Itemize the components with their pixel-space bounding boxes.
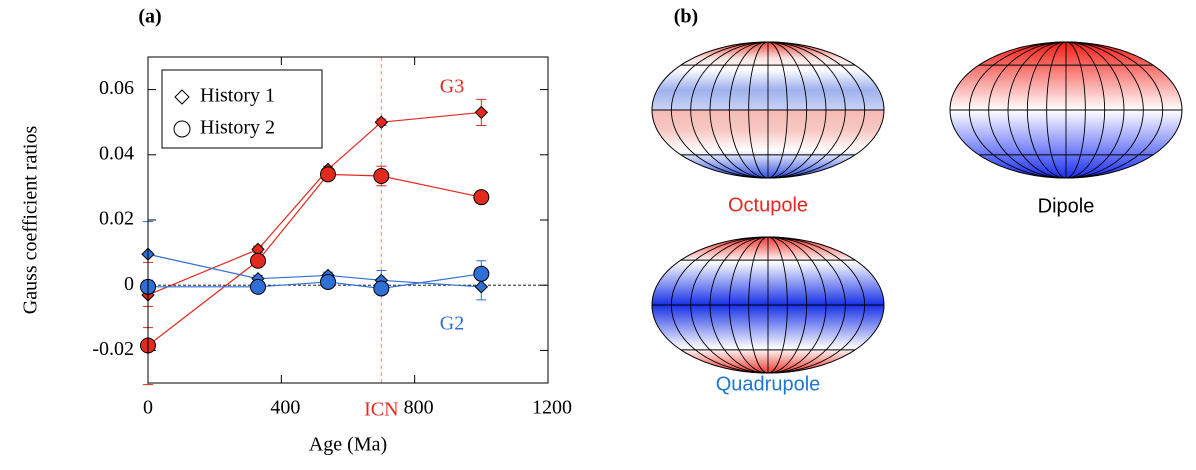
series-label: G3 <box>440 76 464 98</box>
plot: -0.02 0 0.02 0.04 0.06 0 400 800 1200 ICN G3 G2 Hist… <box>92 56 572 421</box>
point <box>250 278 266 295</box>
maps: Octupole Dipole Quadrupole <box>651 41 1183 395</box>
y-tick-label: 0 <box>124 273 134 295</box>
point <box>320 166 336 183</box>
panel-label: (a) <box>138 6 161 28</box>
point <box>373 167 390 184</box>
series-line <box>147 173 482 346</box>
y-axis-label: Gauss coefficient ratios <box>20 126 42 315</box>
x-tick-label: 1200 <box>532 397 572 419</box>
x-tick-label: 800 <box>404 397 434 419</box>
map-label: Quadrupole <box>716 373 821 395</box>
x-axis-label: Age (Ma) <box>309 434 387 456</box>
series <box>140 221 490 301</box>
panel-label: (b) <box>674 6 698 28</box>
x-tick-label: 400 <box>270 397 300 419</box>
point <box>473 189 490 206</box>
map: Quadrupole <box>651 236 885 395</box>
point <box>474 280 489 294</box>
y-tick-label: 0.02 <box>99 208 134 230</box>
point <box>374 115 389 129</box>
point <box>320 273 336 290</box>
map-label: Dipole <box>1038 195 1095 217</box>
point <box>474 105 489 120</box>
point <box>373 280 390 297</box>
legend-label: History 2 <box>200 117 275 139</box>
map: Octupole <box>651 41 885 216</box>
point <box>250 252 266 269</box>
legend: History 1 History 2 <box>161 69 323 149</box>
series <box>140 98 490 386</box>
map: Dipole <box>949 41 1183 217</box>
legend-box <box>161 69 323 149</box>
plot-frame <box>147 56 549 384</box>
map-label: Octupole <box>728 194 808 216</box>
y-tick-label: 0.06 <box>99 77 134 99</box>
y-tick-label: -0.02 <box>92 338 134 360</box>
series-label: G2 <box>440 313 464 335</box>
series-line <box>147 253 482 288</box>
annotation: ICN <box>364 399 398 421</box>
x-tick-label: 0 <box>143 397 153 419</box>
legend-marker <box>173 120 191 138</box>
y-tick-label: 0.04 <box>99 142 134 164</box>
point <box>473 265 490 282</box>
legend-label: History 1 <box>200 85 275 107</box>
legend-marker <box>174 89 190 105</box>
